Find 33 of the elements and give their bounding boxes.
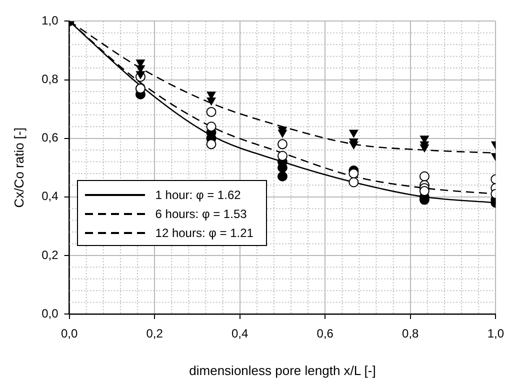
- point: [206, 139, 216, 150]
- point: [277, 139, 288, 150]
- x-tick-label: 1,0: [487, 326, 504, 341]
- point: [206, 106, 216, 117]
- y-tick-label: 0,0: [42, 306, 59, 320]
- point: [206, 98, 216, 106]
- y-tick-label: 1,0: [42, 14, 59, 28]
- y-tick-label: 0,6: [42, 130, 59, 145]
- point: [277, 171, 288, 182]
- x-tick-label: 0,8: [402, 326, 420, 341]
- x-tick-label: 0,4: [231, 326, 248, 341]
- point: [206, 122, 216, 132]
- x-tick-label: 0,0: [60, 326, 78, 341]
- point: [349, 130, 358, 138]
- y-tick-label: 0,8: [42, 72, 59, 86]
- point: [419, 171, 430, 182]
- legend-label: 1 hour: φ = 1.62: [155, 188, 241, 202]
- point: [136, 71, 145, 79]
- x-tick-label: 0,6: [316, 326, 334, 341]
- point: [419, 186, 430, 196]
- point: [349, 141, 358, 150]
- point: [348, 177, 359, 188]
- y-axis-title: Cx/Co ratio [-]: [11, 128, 26, 208]
- point: [420, 144, 429, 152]
- x-axis-title: dimensionless pore length x/L [-]: [189, 362, 376, 378]
- legend-label: 12 hours: φ = 1.21: [155, 226, 254, 240]
- x-tick-label: 0,2: [146, 326, 164, 341]
- y-tick-label: 0,4: [42, 189, 59, 204]
- point: [277, 150, 288, 161]
- point: [278, 130, 287, 138]
- y-tick-label: 0,2: [42, 248, 59, 262]
- point: [348, 168, 359, 178]
- legend-label: 6 hours: φ = 1.53: [155, 206, 247, 220]
